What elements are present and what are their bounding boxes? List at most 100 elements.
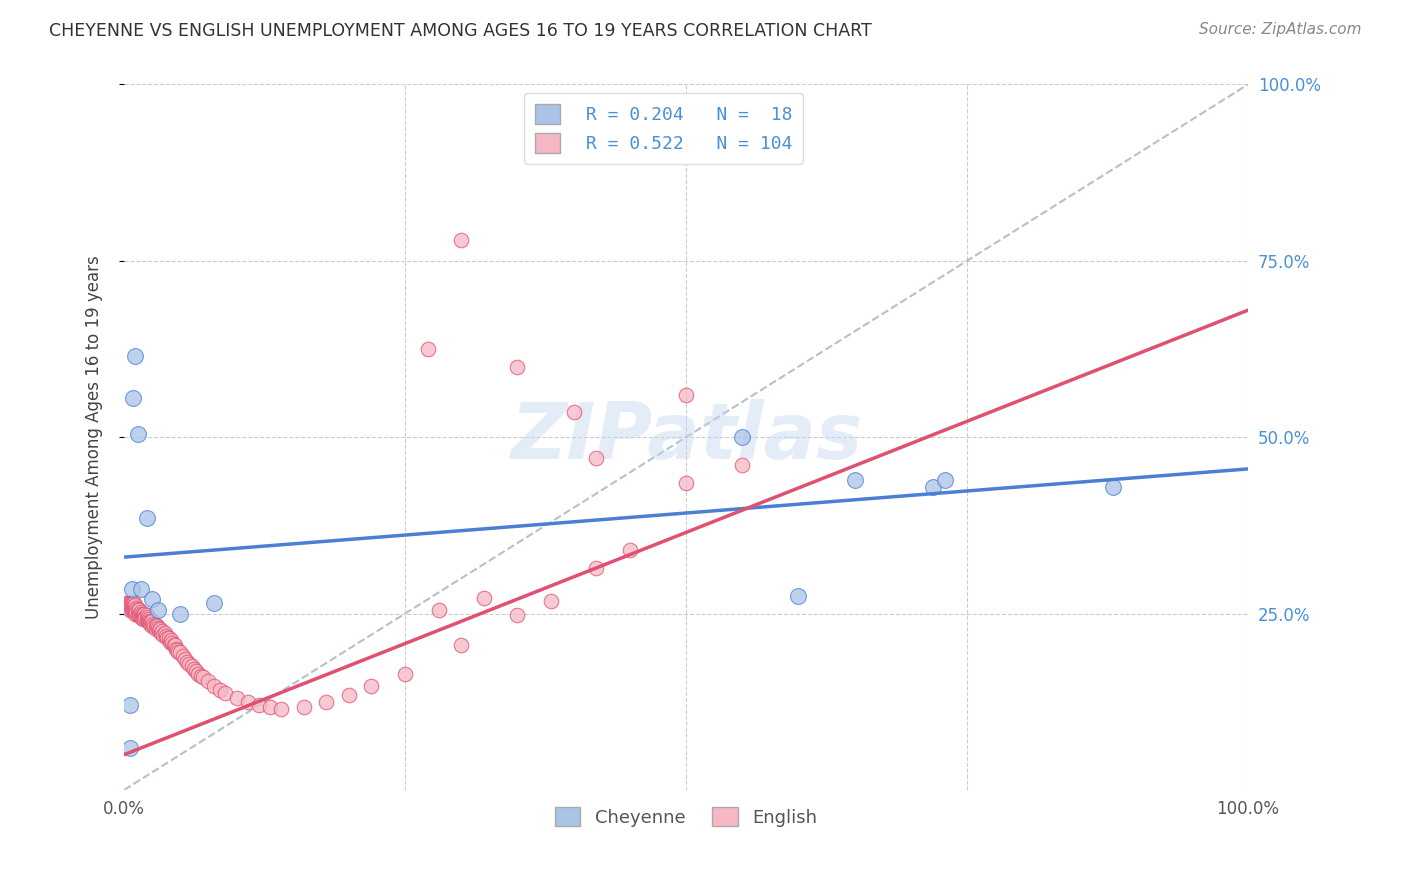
Point [118, 603, 141, 617]
Point [191, 670, 214, 684]
Point [136, 614, 159, 628]
Point [165, 641, 187, 656]
Point [121, 582, 143, 596]
Point [416, 342, 439, 356]
Point [176, 655, 198, 669]
Point [360, 679, 382, 693]
Point [129, 582, 152, 596]
Point [146, 603, 169, 617]
Point [163, 638, 186, 652]
Point [208, 682, 231, 697]
Point [150, 624, 173, 639]
Point [172, 648, 194, 663]
Point [129, 605, 152, 619]
Point [135, 607, 157, 622]
Point [128, 603, 150, 617]
Point [180, 659, 202, 673]
Point [115, 596, 138, 610]
Point [122, 392, 145, 406]
Point [138, 615, 160, 629]
Point [247, 698, 270, 713]
Point [122, 603, 145, 617]
Point [427, 603, 450, 617]
Point [156, 632, 179, 646]
Point [179, 657, 201, 672]
Point [128, 607, 150, 621]
Point [124, 603, 146, 617]
Y-axis label: Unemployment Among Ages 16 to 19 years: Unemployment Among Ages 16 to 19 years [86, 255, 103, 619]
Point [118, 698, 141, 713]
Point [120, 599, 142, 614]
Point [131, 611, 153, 625]
Point [131, 607, 153, 621]
Point [145, 619, 167, 633]
Text: ZIPatlas: ZIPatlas [510, 400, 862, 475]
Point [337, 688, 360, 702]
Point [731, 458, 754, 473]
Point [134, 610, 156, 624]
Point [142, 617, 165, 632]
Point [134, 611, 156, 625]
Point [844, 473, 866, 487]
Point [506, 359, 529, 374]
Point [124, 603, 146, 617]
Point [450, 638, 472, 652]
Point [149, 622, 172, 636]
Point [120, 596, 142, 610]
Legend: Cheyenne, English: Cheyenne, English [548, 799, 824, 834]
Point [141, 592, 163, 607]
Point [125, 605, 148, 619]
Point [124, 349, 146, 363]
Point [141, 614, 163, 628]
Point [190, 668, 212, 682]
Point [153, 626, 176, 640]
Point [259, 699, 281, 714]
Point [506, 607, 529, 622]
Point [155, 629, 177, 643]
Point [125, 601, 148, 615]
Point [117, 599, 139, 614]
Point [731, 430, 754, 444]
Point [214, 685, 236, 699]
Point [146, 621, 169, 635]
Point [166, 643, 188, 657]
Point [118, 740, 141, 755]
Point [540, 594, 562, 608]
Point [167, 645, 190, 659]
Point [152, 628, 174, 642]
Text: Source: ZipAtlas.com: Source: ZipAtlas.com [1198, 22, 1361, 37]
Point [173, 652, 195, 666]
Point [139, 615, 162, 629]
Point [122, 596, 145, 610]
Point [121, 596, 143, 610]
Point [585, 451, 607, 466]
Point [132, 612, 155, 626]
Point [197, 673, 219, 688]
Point [169, 645, 191, 659]
Point [934, 473, 956, 487]
Point [135, 612, 157, 626]
Point [132, 607, 155, 622]
Point [127, 426, 149, 441]
Point [675, 388, 697, 402]
Point [922, 479, 945, 493]
Point [141, 619, 163, 633]
Point [150, 626, 173, 640]
Point [183, 662, 205, 676]
Point [184, 665, 207, 679]
Point [118, 596, 141, 610]
Point [124, 598, 146, 612]
Point [118, 599, 141, 614]
Point [127, 602, 149, 616]
Text: CHEYENNE VS ENGLISH UNEMPLOYMENT AMONG AGES 16 TO 19 YEARS CORRELATION CHART: CHEYENNE VS ENGLISH UNEMPLOYMENT AMONG A… [49, 22, 872, 40]
Point [394, 666, 416, 681]
Point [122, 599, 145, 614]
Point [162, 636, 184, 650]
Point [145, 617, 167, 632]
Point [135, 511, 157, 525]
Point [134, 607, 156, 621]
Point [127, 607, 149, 622]
Point [225, 691, 247, 706]
Point [236, 695, 259, 709]
Point [562, 405, 585, 419]
